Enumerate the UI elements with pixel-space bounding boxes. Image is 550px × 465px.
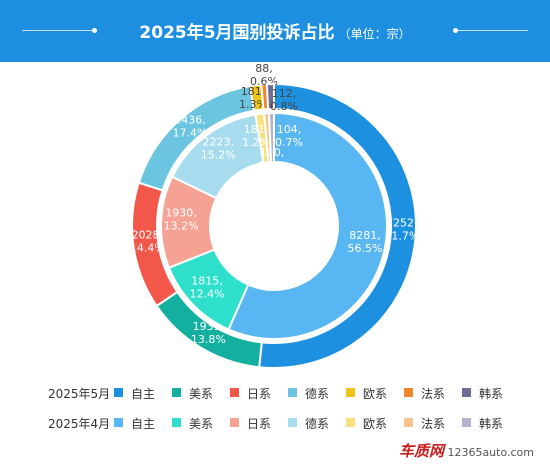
data-label-value: 2223,	[203, 136, 235, 149]
legend-series-label: 2025年5月	[48, 387, 111, 401]
watermark: 车质网 12365auto.com	[399, 440, 534, 461]
legend-swatch	[462, 418, 471, 427]
legend-swatch	[172, 418, 181, 427]
legend-swatch	[346, 388, 355, 397]
legend-label: 法系	[421, 417, 446, 431]
legend-swatch	[288, 418, 297, 427]
title-block: 2025年5月国别投诉占比 （单位：宗）	[0, 18, 550, 43]
legend-label: 美系	[189, 387, 214, 401]
legend-label: 法系	[421, 387, 446, 401]
data-label-percent: 0.8%	[270, 100, 298, 113]
data-label-may-zizhu: 7252, 51.7%	[384, 217, 419, 243]
legend-swatch	[288, 388, 297, 397]
data-label-percent: 51.7%	[384, 230, 419, 243]
header-dot-right	[453, 28, 458, 33]
legend-label: 德系	[305, 387, 330, 401]
legend-label: 自主	[131, 417, 156, 431]
legend-swatch	[404, 388, 413, 397]
chart-subtitle: （单位：宗）	[338, 27, 411, 41]
data-label-april-meixi: 1815, 12.4%	[190, 275, 225, 301]
legend-label: 韩系	[479, 417, 504, 431]
data-label-percent: 0.7%	[258, 159, 286, 172]
data-label-percent: 17.4%	[173, 126, 208, 139]
data-label-april-hanxi: 104, 0.7%	[275, 123, 303, 149]
data-label-value: 1815,	[191, 275, 223, 288]
legend-swatch	[230, 388, 239, 397]
data-label-april-dexi: 2223, 15.2%	[201, 136, 236, 162]
data-label-percent: 14.4%	[130, 241, 165, 254]
data-label-value: 104,	[277, 123, 302, 136]
legend-swatch	[114, 418, 123, 427]
data-label-may-ouxi: 181, 1.3%	[239, 85, 267, 111]
legend-series-label: 2025年4月	[48, 417, 111, 431]
legend-swatch	[462, 388, 471, 397]
data-label-percent: 12.4%	[190, 288, 225, 301]
data-label-value: 181,	[244, 123, 269, 136]
chart-title: 2025年5月国别投诉占比	[139, 23, 335, 43]
data-label-april-rixi: 1930, 13.2%	[164, 207, 199, 233]
data-label-value: 112,	[272, 87, 297, 100]
data-label-percent: 56.5%	[348, 242, 383, 255]
data-label-value: 2028,	[132, 228, 164, 241]
legend-label: 韩系	[479, 387, 504, 401]
data-label-may-dexi: 2436, 17.4%	[173, 113, 208, 139]
data-label-value: 181,	[241, 85, 266, 98]
header-banner: 2025年5月国别投诉占比 （单位：宗）	[0, 0, 550, 62]
legend-label: 欧系	[363, 387, 388, 401]
data-label-value: 1930,	[165, 207, 197, 220]
legend-label: 欧系	[363, 417, 388, 431]
header-decoration-right	[458, 30, 528, 31]
slice-april-hanxi	[267, 111, 275, 164]
data-label-percent: 1.3%	[239, 98, 267, 111]
legend-swatch	[172, 388, 181, 397]
slice-april-zizhu	[227, 111, 388, 340]
data-label-april-ouxi: 181, 1.2%	[242, 123, 270, 149]
data-label-value: 88,	[255, 62, 273, 75]
header-decoration-left	[22, 30, 92, 31]
data-label-percent: 13.2%	[164, 220, 199, 233]
legend-swatch	[346, 418, 355, 427]
legend-label: 美系	[189, 417, 214, 431]
donut-chart: 7252, 51.7%1939, 13.8%2028, 14.4%2436, 17.4%…	[130, 62, 419, 369]
data-label-percent: 1.2%	[242, 136, 270, 149]
watermark-logo: 车质网	[398, 442, 444, 460]
data-label-value: 8281,	[349, 229, 381, 242]
header-dot-left	[92, 28, 97, 33]
slice-may-hanxi	[265, 82, 275, 111]
legend-swatch	[230, 418, 239, 427]
legend-label: 自主	[131, 387, 156, 401]
data-label-percent: 15.2%	[201, 149, 236, 162]
legend-label: 日系	[247, 387, 272, 401]
legend-swatch	[404, 418, 413, 427]
data-label-may-rixi: 2028, 14.4%	[130, 228, 165, 254]
legend-swatch	[114, 388, 123, 397]
data-label-value: 2436,	[174, 113, 206, 126]
data-label-value: 7252,	[386, 217, 418, 230]
data-label-april-zizhu: 8281, 56.5%	[348, 229, 383, 255]
data-label-percent: 13.8%	[191, 333, 226, 346]
watermark-site: 12365auto.com	[447, 446, 534, 459]
legend-label: 日系	[247, 417, 272, 431]
legend-label: 德系	[305, 417, 330, 431]
data-label-may-hanxi: 112, 0.8%	[270, 87, 298, 113]
data-label-percent: 0.7%	[275, 136, 303, 149]
